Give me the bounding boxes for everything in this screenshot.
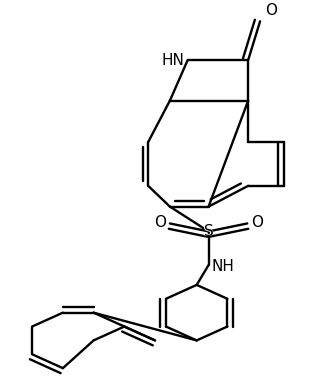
Text: O: O	[265, 3, 277, 18]
Text: S: S	[203, 224, 214, 239]
Text: HN: HN	[162, 53, 185, 68]
Text: S: S	[204, 224, 213, 239]
Text: NH: NH	[212, 259, 235, 274]
Text: O: O	[251, 215, 263, 230]
Text: O: O	[154, 215, 166, 230]
